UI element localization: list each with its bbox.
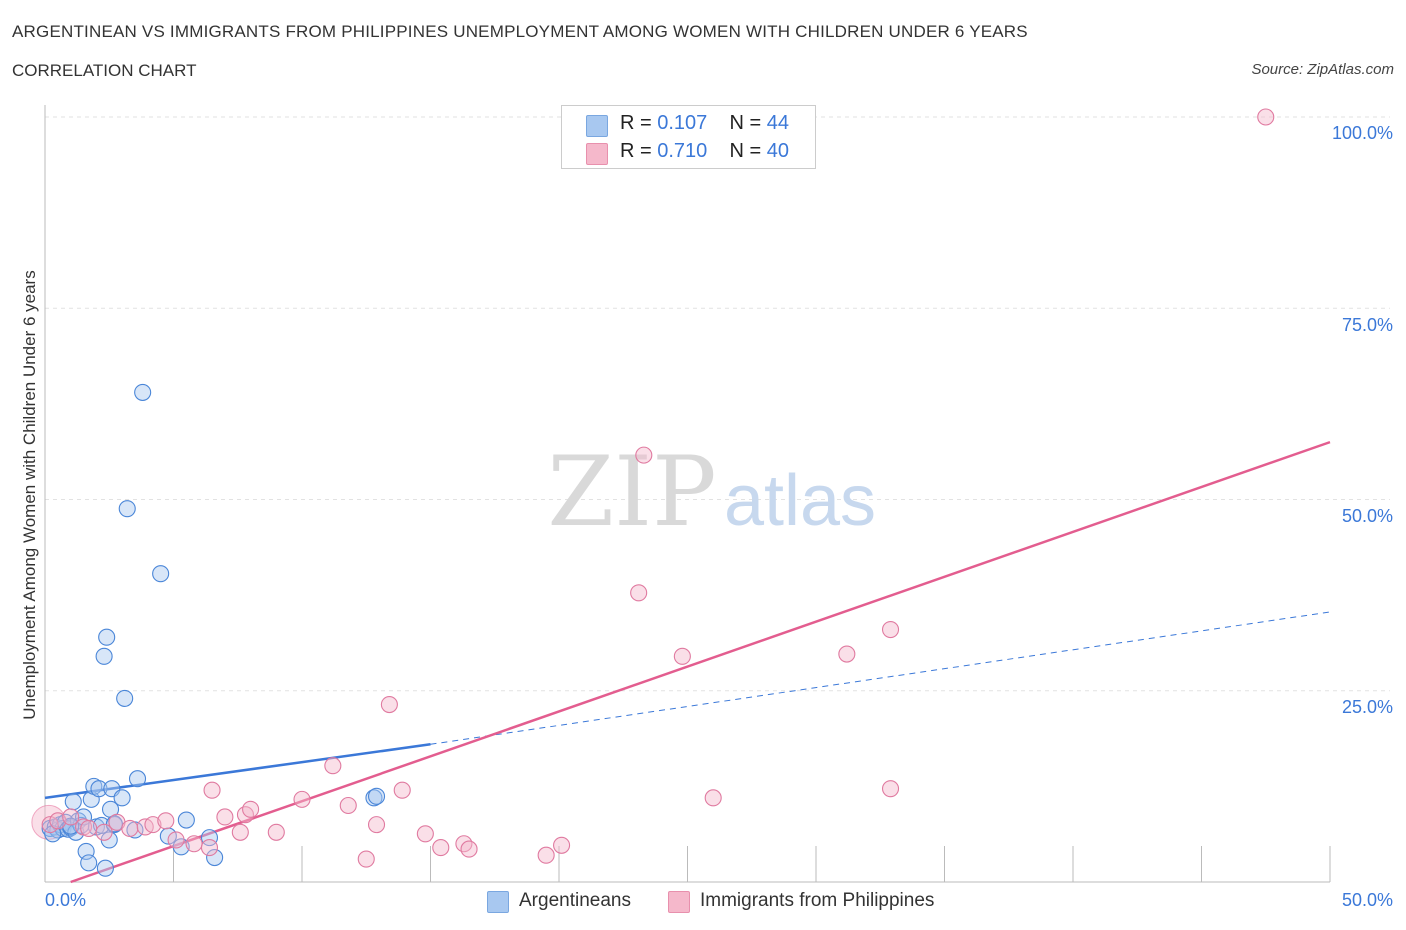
point-philippines [393, 781, 411, 799]
point-philippines [62, 808, 80, 826]
y-tick-100: 100.0% [1331, 123, 1393, 143]
point-argentineans [152, 565, 170, 583]
y-axis-label: Unemployment Among Women with Children U… [20, 270, 39, 720]
point-philippines [432, 839, 450, 857]
r-label: R = [620, 112, 658, 134]
point-philippines [460, 840, 478, 858]
trend-lines [44, 440, 1331, 884]
correlation-legend: R = 0.107 N = 44 R = 0.710 N = 40 [561, 105, 816, 169]
point-philippines [455, 835, 473, 853]
legend-swatch-blue [487, 891, 509, 913]
point-argentineans [177, 811, 195, 829]
point-argentineans [116, 689, 134, 707]
point-philippines [380, 695, 398, 714]
r-value: 0.710 [657, 140, 708, 162]
point-philippines [553, 836, 571, 854]
point-argentineans [62, 817, 80, 835]
point-philippines [537, 846, 555, 864]
legend-swatch-blue [586, 115, 608, 137]
watermark-zip: ZIP [547, 436, 716, 548]
point-philippines [216, 808, 234, 826]
point-philippines [838, 645, 856, 663]
x-tick-0: 0.0% [45, 890, 87, 910]
point-argentineans [90, 780, 108, 798]
point-argentineans [95, 647, 113, 665]
chart-subtitle: CORRELATION CHART [12, 61, 197, 80]
point-philippines [167, 831, 185, 849]
point-argentineans [128, 770, 147, 788]
n-label: N = [729, 140, 767, 162]
point-philippines [339, 796, 357, 815]
legend-swatch-pink [668, 891, 690, 913]
x-tick-50: 50.0% [1341, 890, 1393, 910]
point-philippines [41, 816, 59, 834]
watermark-atlas: atlas [724, 461, 876, 541]
r-label: R = [620, 140, 658, 162]
y-tick-50: 50.0% [1341, 506, 1393, 526]
y-tick-75: 75.0% [1341, 315, 1393, 335]
grid-lines [45, 116, 1390, 692]
point-philippines [324, 757, 342, 775]
point-philippines [231, 823, 249, 841]
point-philippines [144, 816, 162, 834]
point-philippines [293, 790, 311, 808]
trend-line-argentineans-extension [430, 611, 1331, 745]
point-philippines [49, 812, 67, 830]
point-argentineans [113, 789, 131, 807]
point-argentineans [64, 793, 82, 811]
point-philippines [630, 584, 648, 602]
n-value: 40 [766, 140, 790, 162]
point-philippines [704, 789, 722, 807]
r-value: 0.107 [657, 112, 708, 134]
axes [44, 105, 1331, 883]
point-philippines [95, 823, 113, 841]
point-philippines [881, 620, 900, 639]
legend-swatch-pink [586, 143, 608, 165]
n-value: 44 [766, 112, 790, 134]
point-philippines [185, 835, 203, 853]
n-label: N = [729, 112, 767, 134]
trend-line-argentineans [44, 743, 431, 800]
point-philippines [635, 446, 653, 464]
point-argentineans [172, 838, 190, 856]
point-philippines [80, 819, 98, 838]
point-argentineans [98, 628, 116, 646]
point-argentineans [118, 500, 136, 518]
point-philippines [357, 850, 375, 868]
point-argentineans [365, 789, 383, 807]
point-argentineans [134, 383, 152, 401]
point-philippines [203, 781, 221, 799]
point-argentineans [367, 787, 386, 805]
point-philippines [121, 819, 139, 838]
data-points [31, 108, 1275, 877]
point-philippines [267, 823, 285, 841]
point-argentineans [200, 829, 219, 847]
point-philippines [1257, 108, 1275, 126]
point-philippines [236, 806, 255, 824]
point-philippines [157, 812, 175, 830]
legend-label: Argentineans [519, 890, 631, 911]
legend-label: Immigrants from Philippines [700, 890, 935, 911]
point-argentineans [206, 848, 224, 867]
point-philippines [673, 647, 691, 665]
y-tick-25: 25.0% [1341, 697, 1393, 717]
source-label: Source: ZipAtlas.com [1251, 61, 1394, 78]
point-philippines [367, 816, 386, 834]
point-philippines [881, 780, 900, 798]
point-argentineans [80, 854, 98, 872]
point-philippines [200, 839, 219, 857]
watermark: ZIP atlas [547, 436, 876, 548]
point-philippines [242, 800, 260, 818]
trend-line-philippines [70, 440, 1331, 884]
chart-title: ARGENTINEAN VS IMMIGRANTS FROM PHILIPPIN… [12, 22, 1028, 41]
point-philippines [416, 825, 434, 843]
point-argentineans [96, 859, 114, 877]
